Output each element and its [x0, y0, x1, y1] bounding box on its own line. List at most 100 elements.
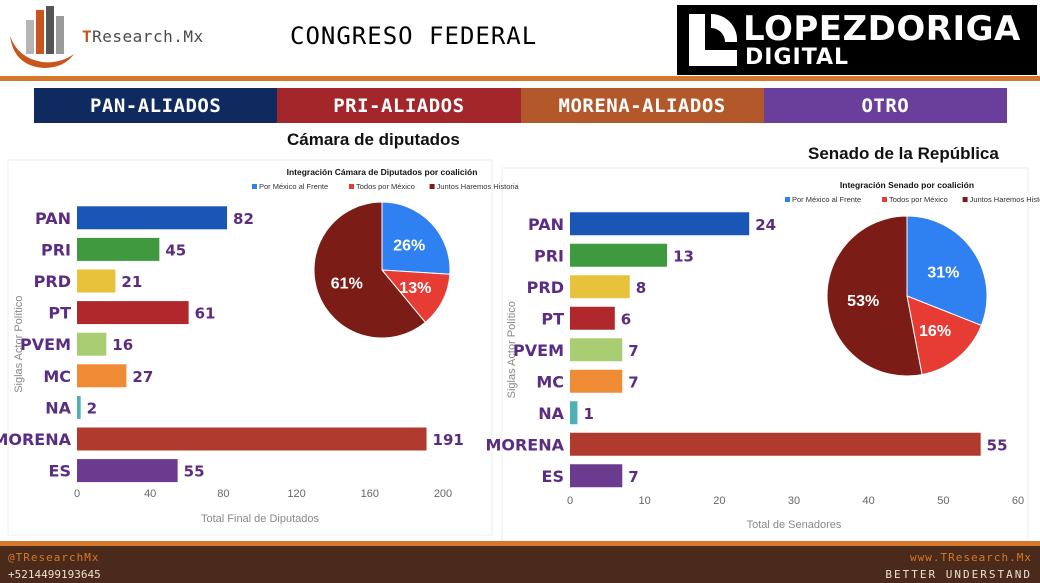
bar-mc	[570, 369, 623, 393]
bar-category-label: MC	[536, 372, 564, 391]
pie-value-label: 61%	[331, 276, 363, 293]
bar-category-label: PVEM	[513, 341, 564, 360]
pie-slice	[906, 215, 988, 327]
x-tick-label: 20	[713, 495, 725, 507]
bar-prd	[570, 275, 630, 299]
bar-value-label: 7	[628, 468, 638, 486]
bar-value-label: 21	[121, 273, 142, 291]
pie-value-label: 26%	[393, 237, 425, 254]
page-title: CONGRESO FEDERAL	[290, 22, 538, 50]
bar-pri	[77, 237, 160, 261]
header-divider	[0, 76, 1040, 81]
lopezdoriga-logo-icon	[689, 13, 738, 66]
bar-category-label: PVEM	[20, 335, 71, 354]
bar-morena	[570, 432, 981, 456]
footer-website: www.TResearch.Mx	[910, 551, 1032, 564]
legend-entry: Todos por México	[889, 195, 948, 204]
bar-pri	[570, 243, 668, 267]
bar-es	[77, 459, 178, 483]
pie-value-label: 16%	[919, 323, 951, 340]
bar-category-label: PRI	[41, 240, 71, 259]
bar-category-label: PRD	[34, 272, 71, 291]
legend-entry: Juntos Haremos Historia	[970, 195, 1040, 204]
coalition-morena: MORENA-ALIADOS	[520, 88, 764, 123]
bar-value-label: 7	[628, 342, 638, 360]
lopezdoriga-logo-line1: LOPEZDORIGA	[743, 9, 1021, 49]
bar-value-label: 191	[433, 431, 464, 449]
bar-value-label: 2	[87, 399, 97, 417]
bar-value-label: 55	[184, 463, 205, 481]
pie-value-label: 53%	[847, 293, 879, 310]
bar-pvem	[570, 338, 623, 362]
legend-swatch	[785, 197, 790, 202]
bar-category-label: NA	[45, 398, 71, 417]
legend-entry: Por México al Frente	[259, 182, 328, 191]
footer-handle: @TResearchMx	[8, 551, 100, 564]
x-axis-label: Total Final de Diputados	[201, 513, 320, 525]
bar-na	[570, 401, 578, 425]
footer-tagline: BETTER UNDERSTAND	[885, 568, 1032, 581]
bar-category-label: ES	[49, 462, 71, 481]
bar-value-label: 82	[233, 210, 254, 228]
bar-category-label: PT	[541, 309, 564, 328]
diputados-chart-title: Cámara de diputados	[287, 130, 460, 149]
bar-mc	[77, 364, 127, 388]
lopezdoriga-logo-line2: DIGITAL	[745, 45, 850, 70]
bar-value-label: 13	[673, 247, 694, 265]
bar-category-label: PRI	[534, 246, 564, 265]
bar-category-label: PRD	[527, 278, 564, 297]
pie-value-label: 31%	[927, 264, 959, 281]
bar-value-label: 1	[583, 405, 593, 423]
pie-slice	[906, 295, 983, 376]
tresearch-logo-icon	[10, 6, 74, 68]
x-tick-label: 200	[434, 488, 452, 500]
x-tick-label: 50	[937, 495, 949, 507]
bar-category-label: MORENA	[485, 435, 564, 454]
tresearch-logo: TResearch.Mx	[4, 2, 204, 74]
bar-value-label: 8	[636, 279, 646, 297]
pie-value-label: 13%	[399, 280, 431, 297]
bar-morena	[77, 427, 427, 451]
legend-swatch	[429, 184, 435, 189]
coalition-pri: PRI-ALIADOS	[277, 88, 521, 123]
x-tick-label: 10	[639, 495, 651, 507]
bar-value-label: 27	[132, 368, 153, 386]
bar-pan	[570, 212, 750, 236]
legend-entry: Todos por México	[356, 182, 415, 191]
header: TResearch.Mx CONGRESO FEDERAL LOPEZDORIG…	[0, 0, 1040, 76]
bar-value-label: 24	[755, 216, 776, 234]
bar-value-label: 61	[195, 305, 216, 323]
legend-swatch	[252, 184, 257, 189]
footer-phone: +5214499193645	[8, 568, 101, 581]
legend-entry: Por México al Frente	[792, 195, 861, 204]
bar-category-label: ES	[542, 467, 564, 486]
bar-es	[570, 464, 623, 488]
bar-category-label: PT	[48, 304, 71, 323]
coalition-pan: PAN-ALIADOS	[34, 88, 278, 123]
footer-divider	[0, 541, 1040, 546]
x-tick-label: 40	[144, 488, 156, 500]
legend-swatch	[349, 184, 354, 189]
pie-slice	[826, 215, 923, 377]
senado-chart-title: Senado de la República	[808, 144, 999, 163]
bar-pvem	[77, 332, 107, 356]
x-tick-label: 60	[1012, 495, 1024, 507]
x-tick-label: 80	[217, 488, 229, 500]
x-tick-label: 0	[74, 488, 80, 500]
pie-slice	[380, 269, 451, 324]
pie-slice	[381, 201, 451, 275]
bar-na	[77, 395, 81, 419]
bar-value-label: 7	[628, 373, 638, 391]
footer: @TResearchMx +5214499193645 www.TResearc…	[0, 546, 1040, 583]
bar-pt	[570, 306, 615, 330]
bar-value-label: 45	[165, 241, 186, 259]
bar-category-label: MORENA	[0, 430, 72, 449]
bar-value-label: 6	[621, 310, 631, 328]
legend-entry: Juntos Haremos Historia	[437, 182, 520, 191]
bar-category-label: NA	[538, 404, 564, 423]
x-tick-label: 160	[361, 488, 379, 500]
x-tick-label: 0	[567, 495, 573, 507]
x-tick-label: 120	[287, 488, 305, 500]
